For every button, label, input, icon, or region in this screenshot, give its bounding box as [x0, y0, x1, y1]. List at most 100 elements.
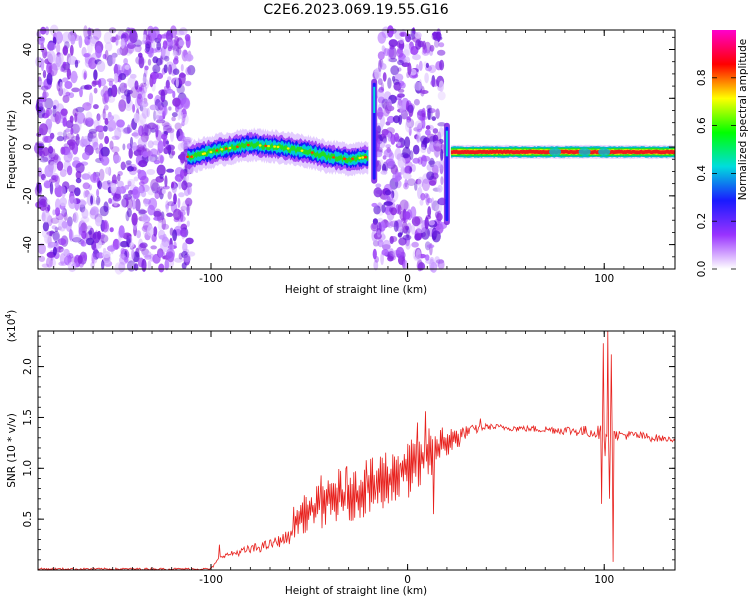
noise-speckle [53, 153, 59, 161]
noise-speckle [138, 208, 146, 216]
y-tick-label: 1.5 [22, 409, 34, 426]
noise-speckle [65, 128, 71, 133]
noise-speckle [386, 222, 391, 228]
noise-speckle [411, 241, 419, 248]
noise-speckle [62, 87, 66, 98]
noise-speckle [414, 31, 422, 39]
noise-speckle [184, 80, 192, 87]
noise-speckle [377, 239, 384, 248]
noise-speckle [186, 220, 190, 227]
noise-speckle [150, 178, 159, 192]
signal-spike-peak [445, 130, 448, 157]
noise-speckle [70, 34, 76, 45]
y-tick-label: -40 [22, 236, 34, 253]
noise-speckle [138, 209, 148, 214]
noise-speckle [397, 67, 402, 72]
noise-speckle [149, 104, 158, 111]
noise-speckle [66, 68, 72, 80]
noise-speckle [380, 252, 384, 265]
signal-peak [273, 145, 276, 148]
noise-speckle [404, 161, 413, 169]
noise-speckle [140, 82, 147, 88]
noise-speckle [125, 194, 129, 201]
noise-speckle [180, 63, 184, 72]
noise-speckle [142, 86, 148, 94]
noise-speckle [163, 64, 168, 74]
noise-speckle [142, 151, 149, 158]
noise-speckle [178, 72, 186, 85]
noise-speckle [129, 30, 138, 44]
noise-speckle [153, 159, 160, 165]
signal-peak [351, 157, 354, 160]
noise-speckle [43, 177, 47, 183]
noise-speckle [127, 180, 132, 187]
noise-speckle [178, 39, 185, 47]
noise-speckle [381, 204, 386, 214]
noise-speckle [90, 173, 99, 183]
noise-speckle [93, 104, 99, 110]
noise-speckle [376, 89, 384, 99]
noise-speckle [50, 217, 60, 224]
noise-speckle [42, 200, 46, 206]
signal-peak [276, 145, 280, 149]
noise-speckle [407, 104, 414, 114]
noise-speckle [75, 106, 85, 113]
noise-speckle [38, 123, 49, 136]
noise-speckle [425, 129, 431, 136]
noise-speckle [92, 231, 101, 244]
noise-speckle [185, 237, 194, 245]
noise-speckle [131, 199, 136, 210]
colorbar-ticks: 0.0 0.2 0.4 0.6 0.8 [696, 69, 736, 277]
noise-speckle [54, 226, 59, 233]
noise-speckle [172, 229, 178, 242]
noise-speckle [80, 239, 85, 247]
noise-speckle [429, 157, 435, 168]
noise-speckle [166, 127, 175, 134]
noise-speckle [44, 97, 54, 110]
noise-speckle [163, 147, 169, 155]
noise-speckle [54, 181, 60, 188]
noise-speckle [107, 245, 116, 252]
noise-speckle [57, 238, 67, 246]
noise-speckle [44, 164, 54, 178]
noise-speckle [425, 125, 431, 130]
noise-speckle [436, 212, 443, 222]
signal-peak [190, 155, 194, 158]
noise-speckle [173, 57, 179, 65]
noise-speckle [166, 212, 174, 217]
noise-speckle [428, 220, 435, 226]
noise-speckle [49, 258, 56, 268]
noise-speckle [403, 49, 410, 56]
noise-speckle [170, 128, 174, 142]
noise-speckle [92, 141, 99, 151]
noise-speckle [111, 146, 120, 153]
noise-speckle [120, 247, 125, 255]
noise-speckle [145, 43, 151, 53]
noise-speckle [159, 173, 164, 180]
noise-speckle [129, 242, 135, 249]
noise-speckle [438, 127, 444, 138]
noise-speckle [394, 29, 403, 40]
noise-speckle [374, 256, 380, 263]
noise-speckle [405, 241, 411, 250]
noise-speckle [140, 175, 149, 185]
noise-speckle [123, 126, 133, 134]
noise-speckle [181, 251, 189, 259]
signal-peak [264, 144, 268, 148]
noise-speckle [127, 166, 134, 172]
noise-speckle [167, 46, 172, 52]
noise-speckle [116, 173, 121, 182]
colorbar-tick-label: 0.6 [696, 117, 708, 134]
noise-speckle [385, 158, 395, 169]
noise-speckle [83, 72, 87, 80]
noise-speckle [59, 81, 63, 91]
noise-speckle [377, 78, 383, 86]
noise-speckle [43, 233, 51, 244]
noise-speckle [83, 25, 88, 39]
signal-peak [343, 157, 347, 160]
spectrogram-frame [37, 29, 676, 270]
noise-speckle [113, 73, 119, 84]
noise-speckle [105, 167, 111, 175]
noise-speckle [138, 160, 148, 168]
